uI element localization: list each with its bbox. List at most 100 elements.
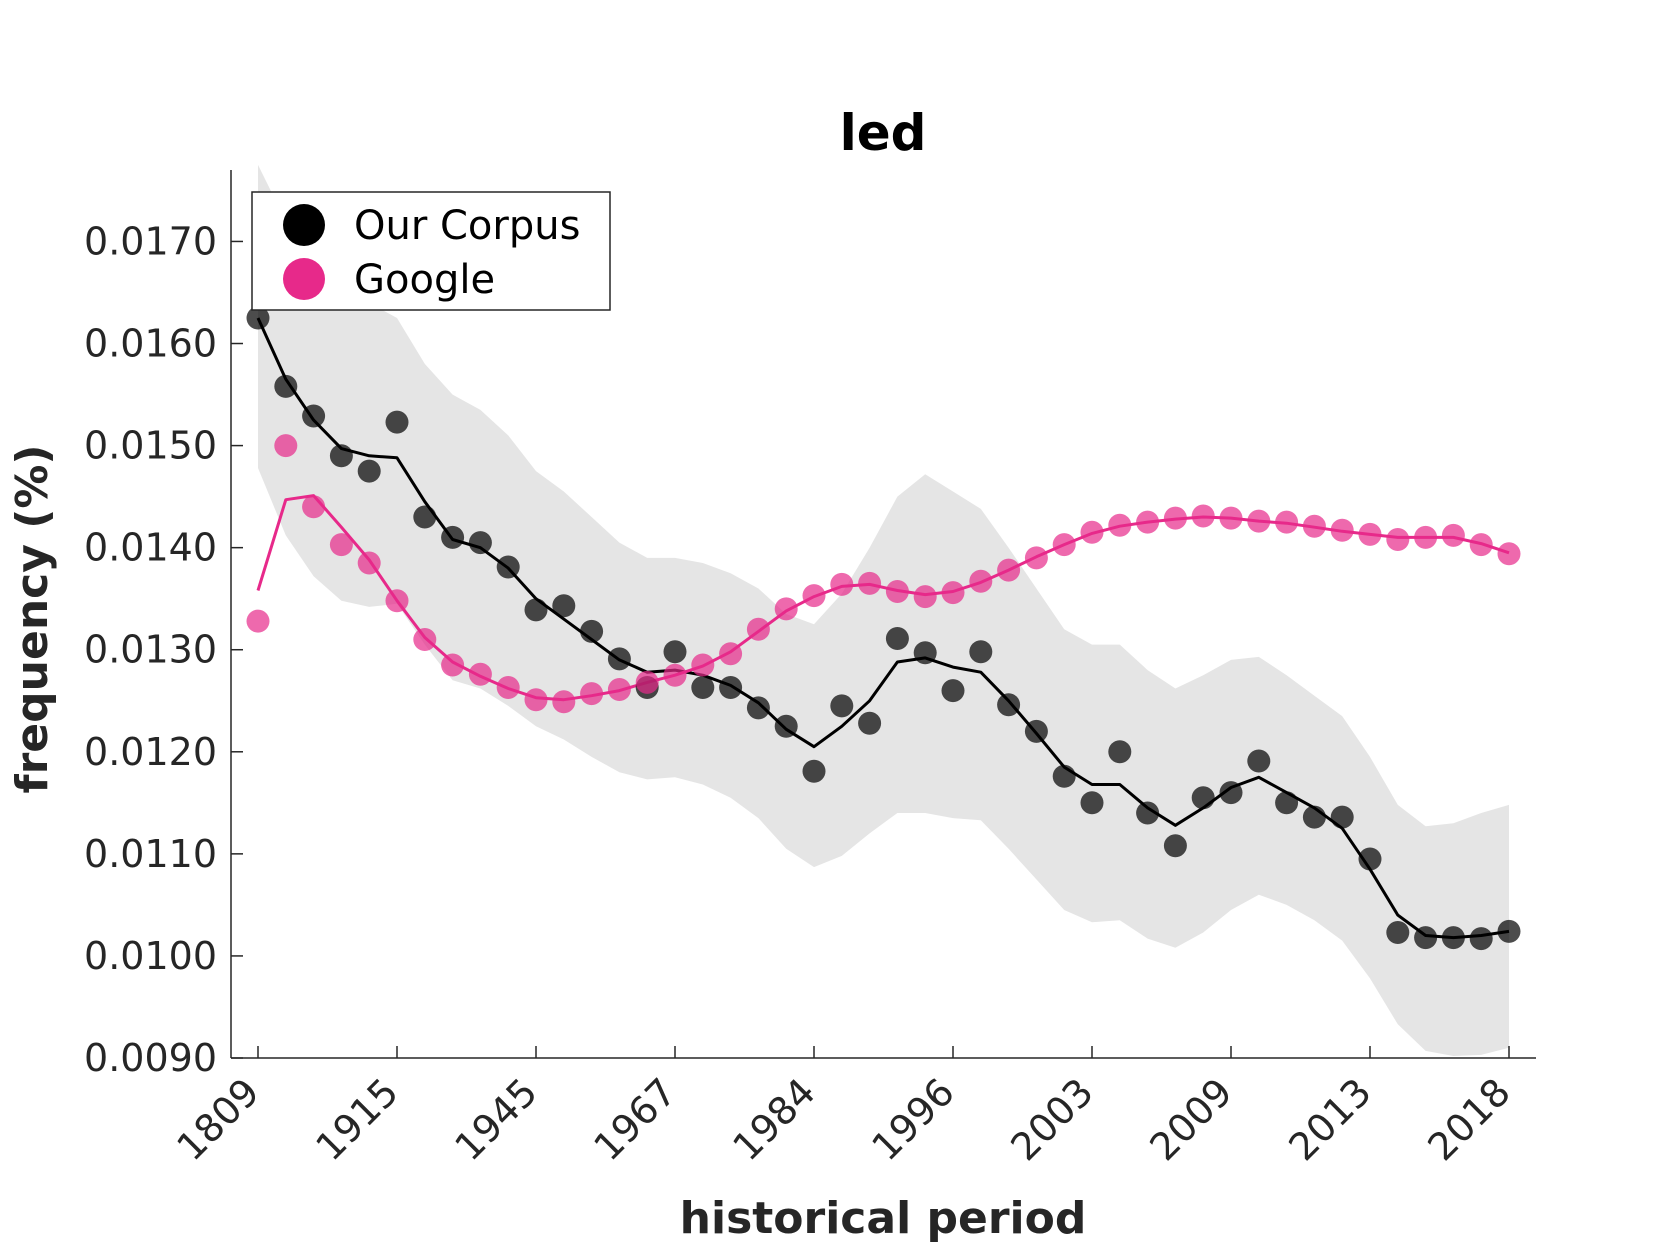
our-corpus-point — [1414, 926, 1438, 950]
google-point — [468, 662, 492, 686]
google-trend-line — [256, 494, 1510, 702]
google-point — [274, 434, 298, 458]
google-point — [1080, 520, 1104, 544]
our-corpus-point — [1275, 791, 1299, 815]
our-corpus-point — [552, 594, 576, 618]
our-corpus-point — [1136, 801, 1160, 825]
google-point — [1414, 525, 1438, 549]
our-corpus-point — [913, 641, 937, 665]
legend-label-our-corpus: Our Corpus — [354, 203, 580, 249]
our-corpus-point — [357, 459, 381, 483]
google-point — [385, 589, 409, 613]
google-point — [329, 533, 353, 557]
data-points-layer — [246, 306, 1521, 951]
google-point — [802, 584, 826, 608]
y-ticks: 0.0090 0.0100 0.0110 0.0120 0.0130 0.0140 0.01… — [84, 219, 243, 1080]
google-point — [607, 678, 631, 701]
y-tick-label: 0.0120 — [84, 730, 217, 774]
our-corpus-point — [1080, 791, 1104, 815]
google-point — [441, 653, 465, 677]
google-point — [858, 571, 882, 595]
y-tick-label: 0.0160 — [84, 322, 217, 366]
chart-title: led — [840, 104, 927, 162]
y-tick-label: 0.0100 — [84, 934, 217, 978]
google-point — [830, 572, 854, 596]
our-corpus-trend-line — [256, 317, 1510, 940]
our-corpus-point — [1191, 786, 1215, 810]
our-corpus-confidence-band — [258, 164, 1509, 1056]
our-corpus-point — [385, 410, 409, 434]
our-corpus-point — [858, 711, 882, 735]
legend-marker-google — [283, 258, 325, 300]
google-point — [719, 642, 743, 666]
google-point — [552, 690, 576, 714]
our-corpus-point — [719, 676, 743, 699]
our-corpus-point — [746, 696, 770, 720]
our-corpus-point — [1441, 926, 1465, 950]
google-point — [413, 628, 437, 651]
our-corpus-point — [997, 693, 1021, 717]
y-tick-label: 0.0090 — [84, 1036, 217, 1080]
confidence-band-layer — [258, 164, 1509, 1056]
google-point — [691, 653, 715, 677]
google-point — [580, 682, 604, 706]
our-corpus-point — [413, 505, 437, 529]
our-corpus-point — [441, 525, 465, 549]
google-point — [997, 558, 1021, 582]
our-corpus-point — [802, 759, 826, 783]
our-corpus-point — [830, 694, 854, 718]
our-corpus-point — [580, 619, 604, 643]
our-corpus-point — [246, 306, 270, 330]
our-corpus-point — [1358, 847, 1382, 871]
x-axis-label: historical period — [680, 1193, 1087, 1244]
google-point — [496, 676, 520, 699]
trend-lines-layer — [256, 317, 1510, 940]
google-point — [1108, 513, 1132, 537]
y-axis-label: frequency (%) — [7, 444, 58, 793]
our-corpus-point — [1108, 740, 1132, 764]
google-point — [357, 551, 381, 575]
our-corpus-point — [969, 640, 993, 664]
y-tick-label: 0.0130 — [84, 628, 217, 672]
our-corpus-point — [1163, 834, 1187, 858]
our-corpus-point — [885, 627, 909, 650]
our-corpus-point — [1497, 919, 1521, 943]
google-point — [913, 585, 937, 609]
google-point — [663, 663, 687, 687]
our-corpus-point — [774, 714, 798, 738]
google-point — [1219, 506, 1243, 530]
google-point — [1275, 510, 1299, 534]
google-point — [1358, 522, 1382, 546]
our-corpus-point — [1386, 921, 1410, 944]
google-point — [746, 617, 770, 641]
google-point — [1441, 523, 1465, 547]
google-point — [1136, 510, 1160, 534]
our-corpus-point — [329, 444, 353, 468]
google-point — [1247, 509, 1271, 533]
our-corpus-point — [302, 404, 326, 428]
our-corpus-point — [496, 555, 520, 579]
legend: Our Corpus Google — [251, 191, 611, 311]
our-corpus-point — [274, 374, 298, 398]
our-corpus-point — [691, 676, 715, 699]
google-point — [1191, 504, 1215, 528]
google-point — [1469, 533, 1493, 557]
our-corpus-point — [1052, 764, 1076, 788]
our-corpus-point — [1219, 781, 1243, 805]
google-point — [1302, 514, 1326, 538]
google-point — [302, 495, 326, 519]
legend-marker-our-corpus — [283, 204, 325, 246]
legend-label-google: Google — [354, 257, 495, 303]
google-point — [1497, 542, 1521, 566]
our-corpus-point — [941, 679, 965, 703]
google-point — [885, 580, 909, 603]
our-corpus-point — [1024, 719, 1048, 743]
google-point — [1330, 518, 1354, 542]
google-point — [941, 581, 965, 605]
our-corpus-point — [1469, 927, 1493, 951]
google-point — [1163, 506, 1187, 530]
google-point — [1386, 528, 1410, 551]
google-point — [774, 597, 798, 621]
our-corpus-point — [607, 647, 631, 671]
